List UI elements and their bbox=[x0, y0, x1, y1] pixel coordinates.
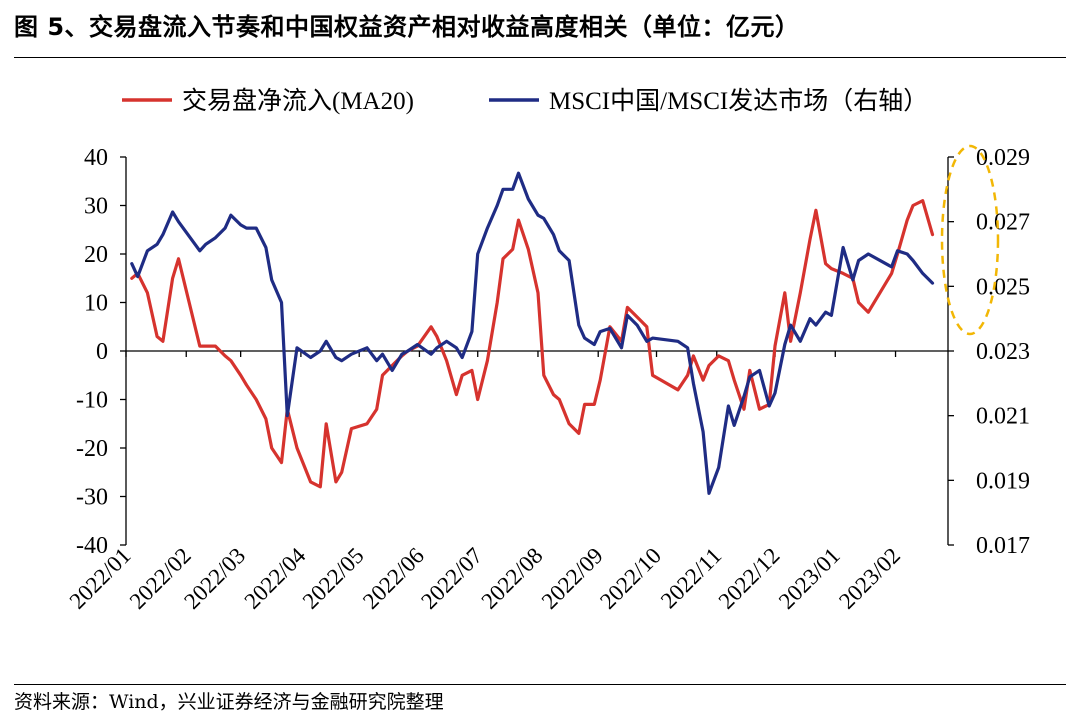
source-note: 资料来源：Wind，兴业证券经济与金融研究院整理 bbox=[14, 691, 444, 713]
highlight-ellipse bbox=[940, 144, 1000, 336]
title-divider bbox=[14, 57, 1066, 58]
x-tick-label: 2022/05 bbox=[298, 543, 369, 614]
y-right-tick-label: 0.023 bbox=[976, 339, 1030, 365]
y-right-tick-label: 0.021 bbox=[976, 404, 1030, 430]
y-left-tick-label: -20 bbox=[76, 436, 108, 462]
y-left-tick-label: 0 bbox=[96, 339, 108, 365]
y-right-tick-label: 0.017 bbox=[976, 533, 1030, 559]
chart-area: 交易盘净流入(MA20) MSCI中国/MSCI发达市场（右轴） 40 30 20 10… bbox=[65, 87, 1030, 614]
x-tick-label: 2022/10 bbox=[595, 543, 666, 614]
y-left-tick-label: 10 bbox=[84, 291, 108, 317]
y-left-tick-label: 30 bbox=[84, 194, 108, 220]
series-line-net-inflow bbox=[130, 199, 935, 489]
y-right-tick-label: 0.025 bbox=[976, 274, 1030, 300]
legend-label: 交易盘净流入(MA20) bbox=[182, 87, 414, 115]
series-layer bbox=[130, 171, 935, 495]
legend-label: MSCI中国/MSCI发达市场（右轴） bbox=[549, 87, 928, 115]
x-tick-label: 2022/07 bbox=[416, 543, 487, 614]
y-left-tick-label: 40 bbox=[84, 145, 108, 171]
x-tick-label: 2022/08 bbox=[477, 543, 548, 614]
source-divider bbox=[14, 684, 1066, 685]
x-tick-label: 2022/04 bbox=[239, 543, 310, 614]
series-line-msci-ratio bbox=[130, 171, 935, 495]
x-tick-label: 2023/02 bbox=[834, 543, 905, 614]
x-tick-label: 2022/06 bbox=[358, 543, 429, 614]
x-tick-label: 2023/01 bbox=[774, 543, 845, 614]
legend: 交易盘净流入(MA20) MSCI中国/MSCI发达市场（右轴） bbox=[122, 87, 928, 115]
y-left-tick-label: 20 bbox=[84, 242, 108, 268]
y-left-tick-label: -10 bbox=[76, 388, 108, 414]
x-tick-label: 2022/03 bbox=[179, 543, 250, 614]
y-right-tick-label: 0.027 bbox=[976, 210, 1030, 236]
x-tick-label: 2022/09 bbox=[537, 543, 608, 614]
y-left-tick-label: -30 bbox=[76, 485, 108, 511]
y-left-tick-label: -40 bbox=[76, 533, 108, 559]
x-tick-label: 2022/11 bbox=[656, 543, 726, 613]
y-right-tick-label: 0.019 bbox=[976, 468, 1030, 494]
x-tick-label: 2022/12 bbox=[714, 543, 785, 614]
figure-title: 图 5、交易盘流入节奏和中国权益资产相对收益高度相关（单位：亿元） bbox=[14, 13, 800, 41]
